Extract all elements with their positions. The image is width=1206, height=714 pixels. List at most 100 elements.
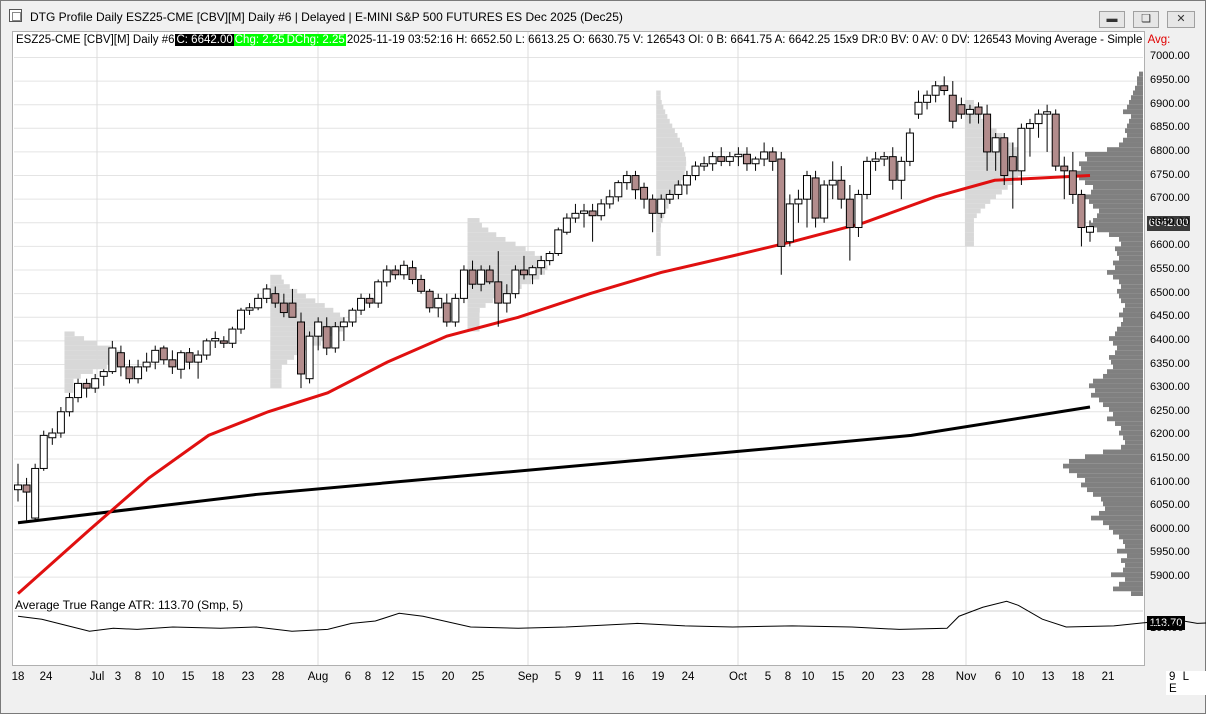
volume-profile-bar	[1117, 548, 1143, 554]
session-profile-bar	[964, 208, 981, 214]
session-profile-bar	[656, 194, 674, 200]
session-profile-bar	[964, 199, 991, 204]
candle-body	[528, 267, 537, 276]
y-tick-label: 6200.00	[1150, 428, 1190, 441]
volume-profile-bar	[1085, 477, 1143, 483]
x-tick-label: 23	[241, 671, 255, 683]
volume-profile-bar	[1089, 383, 1143, 389]
candle-body	[785, 203, 794, 243]
session-profile-bar	[656, 147, 684, 152]
y-tick-label: 6800.00	[1150, 144, 1190, 157]
session-profile-bar	[270, 307, 334, 313]
volume-profile-bar	[1099, 208, 1143, 214]
candle-body	[854, 193, 863, 229]
volume-profile-bar	[1125, 128, 1143, 134]
session-profile-bar	[467, 218, 480, 223]
title-bar[interactable]: DTG Profile Daily ESZ25-CME [CBV][M] Dai…	[1, 1, 1205, 31]
candle-body	[871, 158, 880, 162]
candle-body	[125, 366, 134, 380]
atr-value-marker: 113.70	[1147, 616, 1185, 630]
session-profile-bar	[964, 222, 974, 228]
volume-profile-bar	[1103, 501, 1143, 507]
session-profile-bar	[656, 218, 663, 223]
candle-body	[674, 184, 683, 195]
volume-profile-bar	[1113, 274, 1143, 280]
session-profile-bar	[467, 265, 548, 271]
restore-button[interactable]: ❏	[1133, 11, 1159, 28]
session-profile-bar	[270, 293, 306, 299]
volume-profile-bar	[1111, 359, 1143, 365]
candle-body	[802, 175, 811, 200]
x-tick-label: 8	[364, 671, 372, 683]
session-profile-bar	[467, 293, 502, 299]
minimize-button[interactable]: ▬	[1099, 11, 1125, 28]
candle-body	[339, 321, 348, 328]
candle-body	[580, 210, 589, 214]
volume-profile-bar	[1123, 567, 1143, 573]
session-profile-bar	[270, 345, 312, 351]
candle-body	[974, 106, 983, 115]
volume-profile-bar	[1069, 468, 1143, 474]
session-profile-bar	[467, 274, 540, 280]
volume-profile-bar	[1081, 194, 1143, 200]
session-profile-bar	[64, 340, 97, 346]
x-tick-label: Oct	[729, 671, 747, 683]
session-profile-bar	[270, 364, 282, 370]
candle-body	[648, 198, 657, 214]
session-profile-bar	[64, 364, 107, 370]
candle-body	[725, 156, 734, 162]
candle-body	[151, 349, 160, 363]
volume-profile-bar	[1125, 562, 1143, 568]
x-tick-label: Nov	[955, 671, 977, 683]
session-profile-bar	[270, 378, 282, 384]
corner-tag[interactable]: 9 L E	[1166, 671, 1206, 695]
chart-plot-area[interactable]	[12, 31, 1145, 666]
session-profile-bar	[64, 355, 125, 360]
candle-body	[417, 278, 426, 292]
session-profile-bar	[64, 359, 119, 365]
session-profile-bar	[270, 326, 343, 332]
x-tick-label: 15	[181, 671, 195, 683]
candle-body	[176, 352, 185, 370]
volume-profile-bar	[1115, 265, 1143, 271]
volume-profile-bar	[1093, 203, 1143, 209]
candle-body	[485, 269, 494, 283]
volume-profile-bar	[1133, 90, 1143, 96]
session-profile-bar	[964, 175, 1018, 181]
candle-body	[202, 340, 211, 356]
candle-body	[845, 198, 854, 229]
candle-body	[254, 297, 263, 309]
session-profile-bar	[656, 175, 684, 181]
candle-body	[700, 163, 709, 167]
volume-profile-bar	[1109, 232, 1143, 237]
volume-profile-bar	[1085, 151, 1143, 157]
candle-body	[734, 153, 743, 158]
close-value: C: 6642.00	[175, 34, 234, 46]
volume-profile-bar	[1125, 440, 1143, 445]
volume-profile-bar	[1129, 99, 1143, 105]
x-tick-label: 28	[271, 671, 285, 683]
volume-profile-bar	[1137, 81, 1143, 86]
session-profile-bar	[964, 147, 1019, 152]
close-button[interactable]: ✕	[1167, 11, 1195, 28]
candle-body	[571, 212, 580, 219]
volume-profile-bar	[1109, 336, 1143, 341]
volume-profile-bar	[1137, 76, 1143, 82]
candle-body	[56, 411, 65, 434]
session-profile-bar	[964, 99, 974, 105]
volume-profile-bar	[1109, 525, 1143, 530]
candle-body	[554, 229, 563, 254]
volume-profile-bar	[1113, 411, 1143, 417]
x-tick-label: 10	[151, 671, 165, 683]
volume-profile-bar	[1097, 213, 1143, 219]
candle-body	[545, 253, 554, 262]
y-tick-label: 6600.00	[1150, 239, 1190, 252]
session-profile-bar	[270, 383, 282, 389]
session-profile-bar	[964, 189, 1002, 195]
session-profile-bar	[467, 241, 516, 247]
volume-profile-bar	[1127, 123, 1143, 129]
session-profile-bar	[964, 118, 986, 124]
session-profile-bar	[270, 373, 282, 379]
x-tick-label: 20	[441, 671, 455, 683]
candle-body	[614, 182, 623, 198]
